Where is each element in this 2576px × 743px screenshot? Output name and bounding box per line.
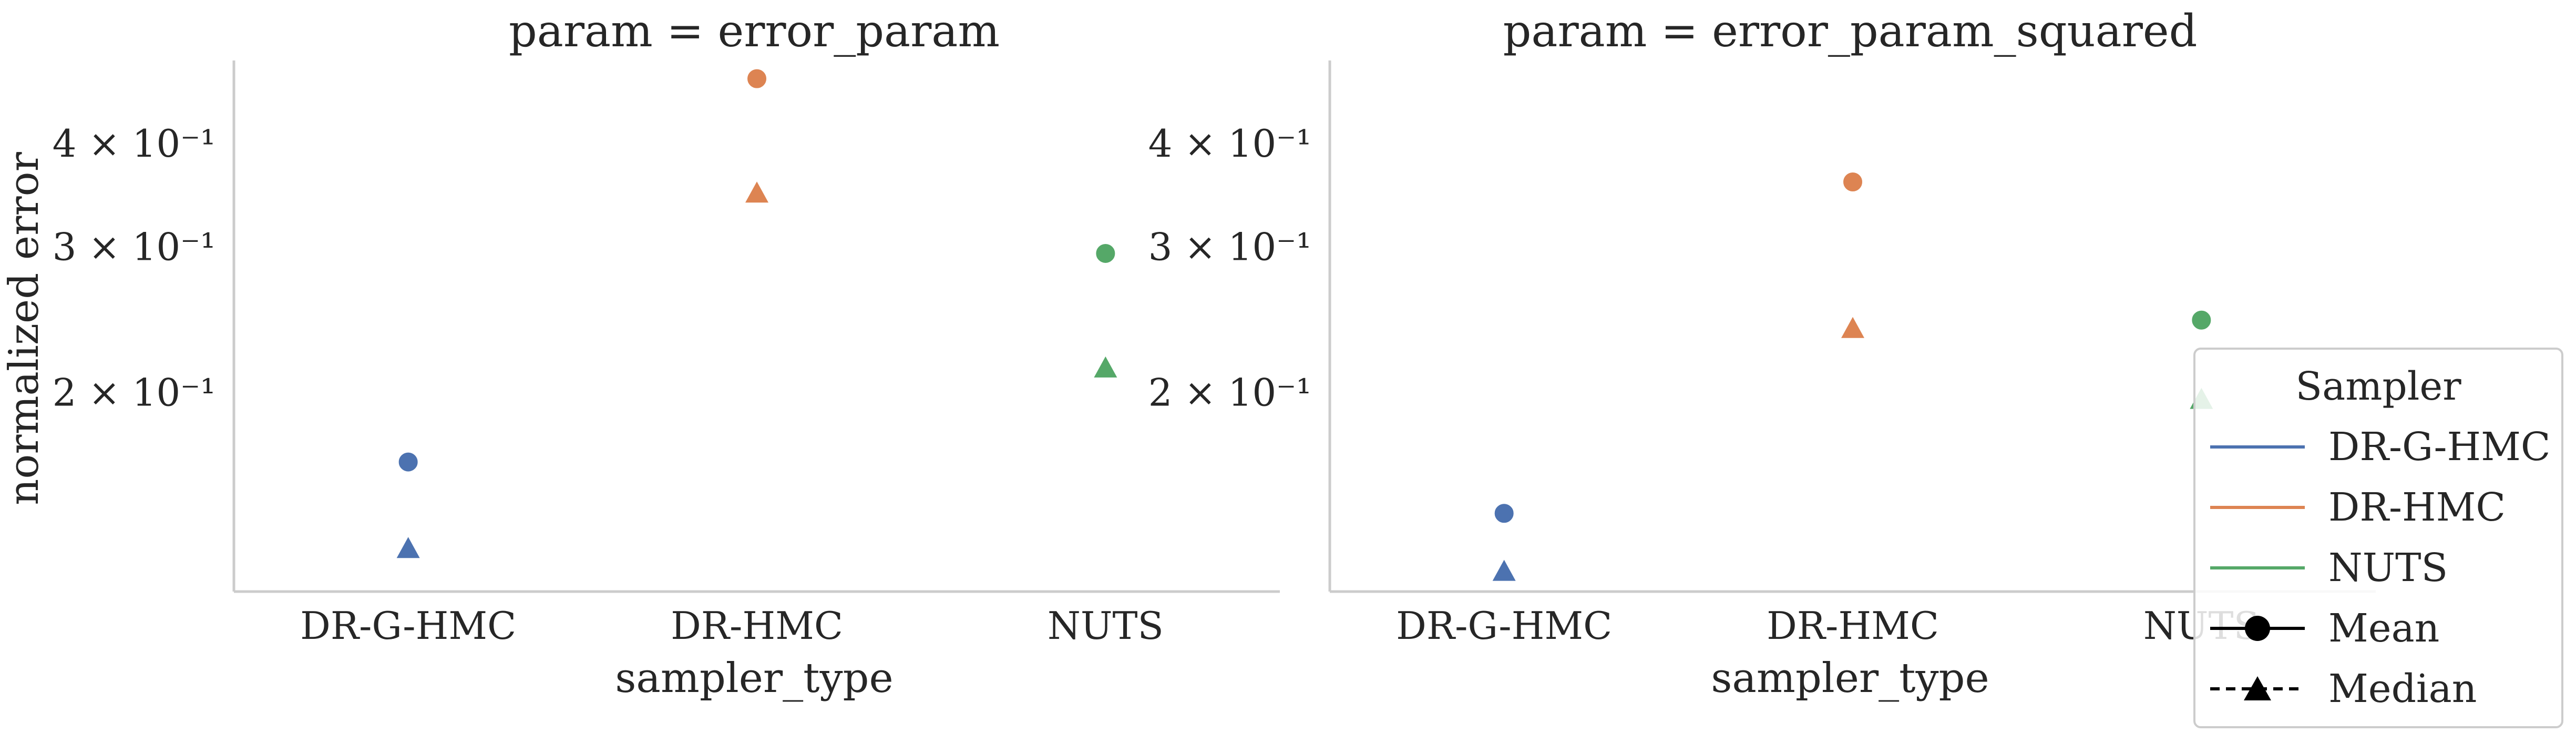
y-axis-label: normalized error	[1, 151, 48, 505]
x-axis-label: sampler_type	[615, 655, 893, 702]
x-axis-label: sampler_type	[1711, 655, 1989, 702]
panel-title: param = error_param	[509, 5, 1000, 57]
median-marker-dr-hmc	[745, 181, 768, 203]
panel-error-param-squared: param = error_param_squared sampler_type…	[1148, 5, 2376, 702]
legend-label: DR-G-HMC	[2328, 424, 2550, 470]
y-tick-label: 4 × 10⁻¹	[53, 121, 215, 166]
x-tick-label: DR-G-HMC	[1396, 604, 1612, 648]
y-tick-label: 4 × 10⁻¹	[1148, 121, 1311, 166]
y-tick-label: 3 × 10⁻¹	[1148, 225, 1311, 269]
mean-marker-nuts	[2191, 309, 2212, 331]
mean-marker-dr-hmc	[1842, 171, 1863, 193]
y-tick-label: 2 × 10⁻¹	[1148, 370, 1311, 414]
mean-marker-nuts	[1095, 242, 1116, 264]
y-ticks: 2 × 10⁻¹ 3 × 10⁻¹ 4 × 10⁻¹	[1148, 121, 1311, 414]
panel-title: param = error_param_squared	[1503, 5, 2198, 57]
y-ticks: 2 × 10⁻¹ 3 × 10⁻¹ 4 × 10⁻¹	[53, 121, 215, 414]
legend-label: NUTS	[2328, 545, 2448, 591]
mean-marker-dr-hmc	[746, 68, 767, 89]
x-tick-label: NUTS	[1048, 604, 1164, 648]
legend-marker-mean	[2245, 616, 2270, 641]
x-tick-label: DR-HMC	[1767, 604, 1939, 648]
panel-error-param: param = error_param sampler_type 2 × 10⁻…	[53, 5, 1280, 702]
legend-label: Median	[2328, 666, 2477, 711]
data-marks	[1492, 171, 2213, 581]
median-marker-dr-g-hmc	[396, 537, 420, 558]
legend-label: DR-HMC	[2328, 485, 2506, 530]
mean-marker-dr-g-hmc	[397, 451, 419, 473]
data-marks	[396, 68, 1117, 558]
median-marker-nuts	[1094, 356, 1117, 378]
mean-marker-dr-g-hmc	[1493, 503, 1515, 524]
median-marker-dr-hmc	[1841, 317, 1864, 338]
y-tick-label: 3 × 10⁻¹	[53, 225, 215, 269]
x-ticks: DR-G-HMC DR-HMC NUTS	[300, 604, 1164, 648]
x-tick-label: DR-G-HMC	[300, 604, 516, 648]
y-tick-label: 2 × 10⁻¹	[53, 370, 215, 414]
legend-title: Sampler	[2295, 364, 2461, 409]
legend-frame	[2193, 348, 2563, 728]
x-tick-label: DR-HMC	[671, 604, 843, 648]
legend-label: Mean	[2328, 606, 2439, 651]
legend: Sampler DR-G-HMC DR-HMC NUTS Mean Median	[2193, 348, 2563, 728]
legend-marker-median	[2244, 676, 2271, 700]
median-marker-dr-g-hmc	[1492, 559, 1516, 581]
